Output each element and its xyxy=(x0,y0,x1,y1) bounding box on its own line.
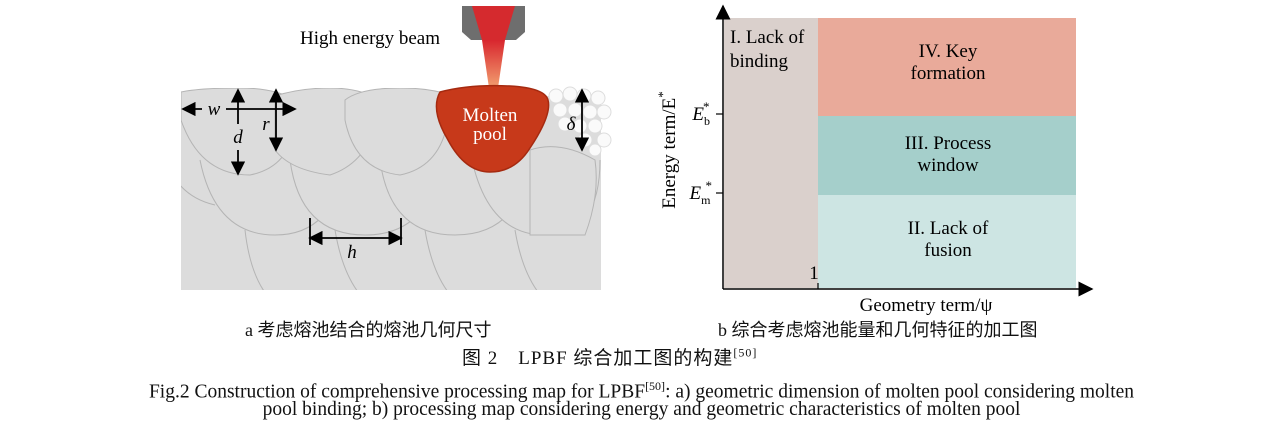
y-tick-eb: Eb* xyxy=(691,99,710,128)
dimension-arrows xyxy=(181,88,590,246)
nozzle xyxy=(462,6,525,40)
region-2-line2: fusion xyxy=(924,240,972,261)
region-3-line1: III. Process xyxy=(905,133,992,154)
r-label: r xyxy=(262,114,270,135)
figure-caption-en-line2: pool binding; b) processing map consider… xyxy=(262,399,1021,420)
beam-label: High energy beam xyxy=(300,28,440,49)
region-4-line2: formation xyxy=(911,63,986,84)
molten-label-1: Molten xyxy=(463,105,518,126)
region-key-formation xyxy=(818,18,1076,116)
region-lack-of-fusion xyxy=(818,195,1076,288)
y-tick-em: Em* xyxy=(689,178,712,207)
d-label: d xyxy=(233,127,243,148)
processing-map: I. Lack of binding IV. Key formation III… xyxy=(655,4,1094,316)
figure-title-cn: 图 2 LPBF 综合加工图的构建[50] xyxy=(462,345,758,369)
molten-pool-diagram: Molten pool High energy beam w d r h δ xyxy=(181,6,612,290)
x-tick-1: 1 xyxy=(809,263,819,284)
region-2-line1: II. Lack of xyxy=(908,218,989,239)
w-label: w xyxy=(208,99,221,120)
region-4-line1: IV. Key xyxy=(919,41,978,62)
figure-caption-en-line1: Fig.2 Construction of comprehensive proc… xyxy=(148,379,1135,403)
region-3-line2: window xyxy=(917,155,979,176)
laser-beam xyxy=(482,40,505,88)
molten-pool xyxy=(435,84,550,173)
caption-a: a 考虑熔池结合的熔池几何尺寸 xyxy=(245,320,492,340)
x-axis-label: Geometry term/ψ xyxy=(860,295,993,316)
molten-label-2: pool xyxy=(473,124,507,145)
region-1-line1: I. Lack of xyxy=(730,27,805,48)
region-lack-of-binding xyxy=(724,18,818,288)
region-1-line2: binding xyxy=(730,51,789,72)
h-label: h xyxy=(347,242,357,263)
region-process-window xyxy=(818,116,1076,195)
y-axis-label: Energy term/E* xyxy=(655,91,680,208)
caption-b: b 综合考虑熔池能量和几何特征的加工图 xyxy=(718,320,1038,340)
delta-label: δ xyxy=(567,114,577,135)
